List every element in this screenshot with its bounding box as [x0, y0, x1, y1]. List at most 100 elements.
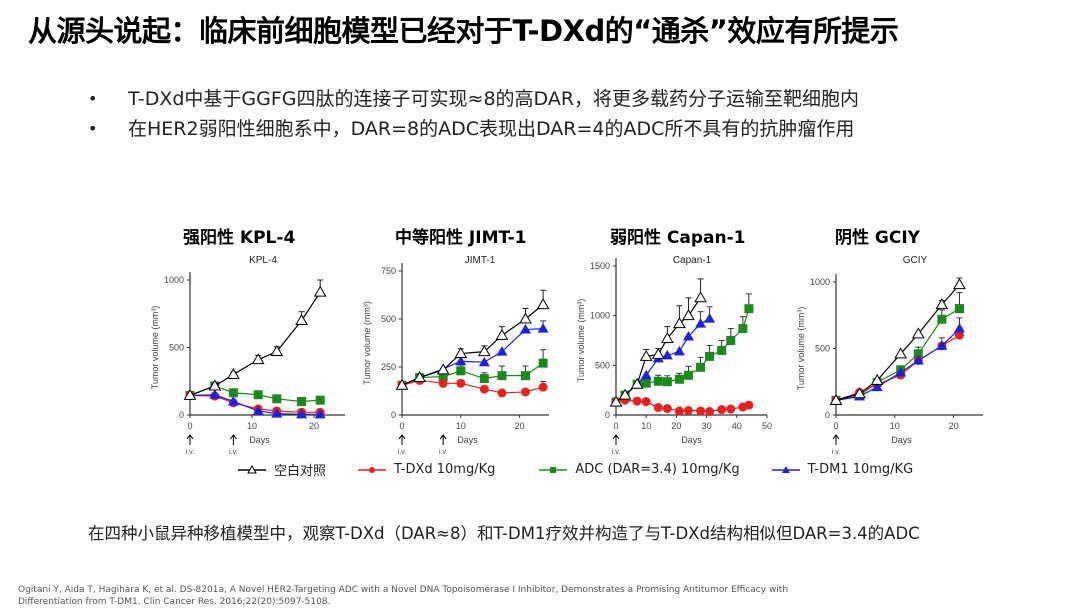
bullet-dot: • [88, 119, 98, 138]
legend-item-tdxd: T-DXd 10mg/Kg [358, 460, 495, 479]
chart-subtitle: KPL-4 [249, 255, 277, 266]
x-tick-label: 10 [890, 421, 900, 431]
y-tick-label: 1000 [590, 311, 610, 321]
data-point [639, 349, 653, 361]
data-point [252, 405, 264, 415]
data-point [630, 377, 644, 389]
x-axis-label: Days [891, 435, 912, 445]
data-point [208, 379, 222, 391]
bullet-dot: • [88, 89, 98, 108]
slide-title: 从源头说起：临床前细胞模型已经对于T-DXd的“通杀”效应有所提示 [28, 14, 899, 48]
data-point [870, 373, 884, 385]
dosing-label: i.v. [186, 449, 194, 456]
series-line [189, 291, 321, 396]
data-point [272, 394, 282, 404]
data-point [871, 381, 883, 392]
x-tick-label: 0 [399, 421, 404, 431]
y-tick-label: 0 [179, 410, 184, 420]
data-point [640, 369, 652, 380]
legend: 空白对照 T-DXd 10mg/Kg ADC (DAR=3.4) 10mg/Kg… [238, 460, 945, 479]
panel-title-capan1: 弱阳性 Capan-1 [610, 228, 746, 248]
data-point [653, 403, 663, 413]
data-point [694, 291, 707, 303]
data-point [744, 304, 754, 314]
x-tick-label: 50 [762, 421, 772, 431]
x-axis-label: Days [249, 435, 270, 445]
data-point [520, 387, 530, 397]
dosing-label: i.v. [439, 449, 447, 456]
data-point [519, 324, 531, 334]
data-point [913, 349, 923, 359]
dosing-label: i.v. [832, 449, 840, 456]
data-point [313, 285, 327, 297]
legend-item-tdm1: T-DM1 10mg/KG [771, 460, 914, 479]
data-point [314, 408, 326, 419]
data-point [477, 345, 491, 357]
data-point [912, 354, 924, 365]
data-point [682, 309, 695, 321]
x-axis-label: Days [681, 435, 702, 445]
dosing-arrowhead [612, 434, 620, 440]
data-point [253, 390, 263, 400]
legend-label: T-DM1 10mg/KG [807, 462, 914, 477]
bullet-list: • T-DXd中基于GGFG四肽的连接子可实现≈8的高DAR，将更多载药分子运输… [88, 84, 859, 144]
dosing-arrowhead [186, 434, 194, 440]
data-point [717, 345, 727, 355]
data-point [536, 298, 550, 310]
bullet-item: • 在HER2弱阳性细胞系中，DAR=8的ADC表现出DAR=4的ADC所不具有… [88, 114, 859, 144]
data-point [726, 404, 736, 414]
dosing-arrowhead [229, 434, 237, 440]
x-tick-label: 30 [702, 421, 712, 431]
y-tick-label: 500 [815, 344, 830, 354]
data-point [395, 378, 409, 390]
square-marker-icon [539, 466, 568, 473]
x-tick-label: 10 [641, 421, 651, 431]
y-tick-label: 500 [169, 343, 184, 353]
data-point [295, 314, 308, 325]
data-point [682, 331, 694, 341]
y-tick-label: 750 [381, 266, 396, 276]
y-tick-label: 500 [595, 360, 610, 370]
circle-marker-icon [358, 466, 387, 473]
data-point [953, 278, 966, 290]
chart-subtitle: GCIY [903, 255, 928, 266]
data-point [935, 298, 949, 310]
dosing-arrowhead [398, 434, 406, 440]
series-line [835, 328, 960, 401]
data-point [683, 406, 693, 416]
x-tick-label: 40 [732, 421, 742, 431]
data-point [296, 408, 308, 419]
x-tick-label: 0 [833, 421, 838, 431]
data-point [456, 378, 466, 388]
data-point [641, 378, 651, 388]
data-point [478, 356, 490, 367]
data-point [538, 358, 548, 368]
data-point [674, 374, 684, 384]
data-point [705, 351, 715, 361]
legend-label: T-DXd 10mg/Kg [394, 462, 496, 477]
data-point [454, 347, 468, 359]
data-point [479, 384, 489, 394]
legend-label: 空白对照 [274, 464, 327, 479]
x-tick-label: 0 [613, 421, 618, 431]
data-point [717, 405, 727, 415]
data-point [954, 330, 964, 340]
data-point [744, 400, 754, 410]
x-axis-label: Days [457, 435, 478, 445]
bullet-item: • T-DXd中基于GGFG四肽的连接子可实现≈8的高DAR，将更多载药分子运输… [88, 84, 859, 114]
data-point [661, 349, 673, 360]
data-point [495, 328, 509, 340]
y-tick-label: 0 [391, 410, 396, 420]
panel-title-jimt1: 中等阳性 JIMT-1 [395, 228, 527, 248]
data-point [651, 347, 665, 359]
data-point [227, 368, 240, 379]
panel-title-gciy: 阴性 GCIY [835, 228, 920, 248]
x-tick-label: 20 [949, 421, 959, 431]
data-point [662, 404, 672, 414]
legend-item-control: 空白对照 [238, 460, 326, 479]
data-point [455, 355, 467, 366]
data-point [456, 366, 466, 376]
panel-title-kpl4: 强阳性 KPL-4 [183, 228, 296, 248]
triangle-marker-icon [771, 465, 800, 473]
